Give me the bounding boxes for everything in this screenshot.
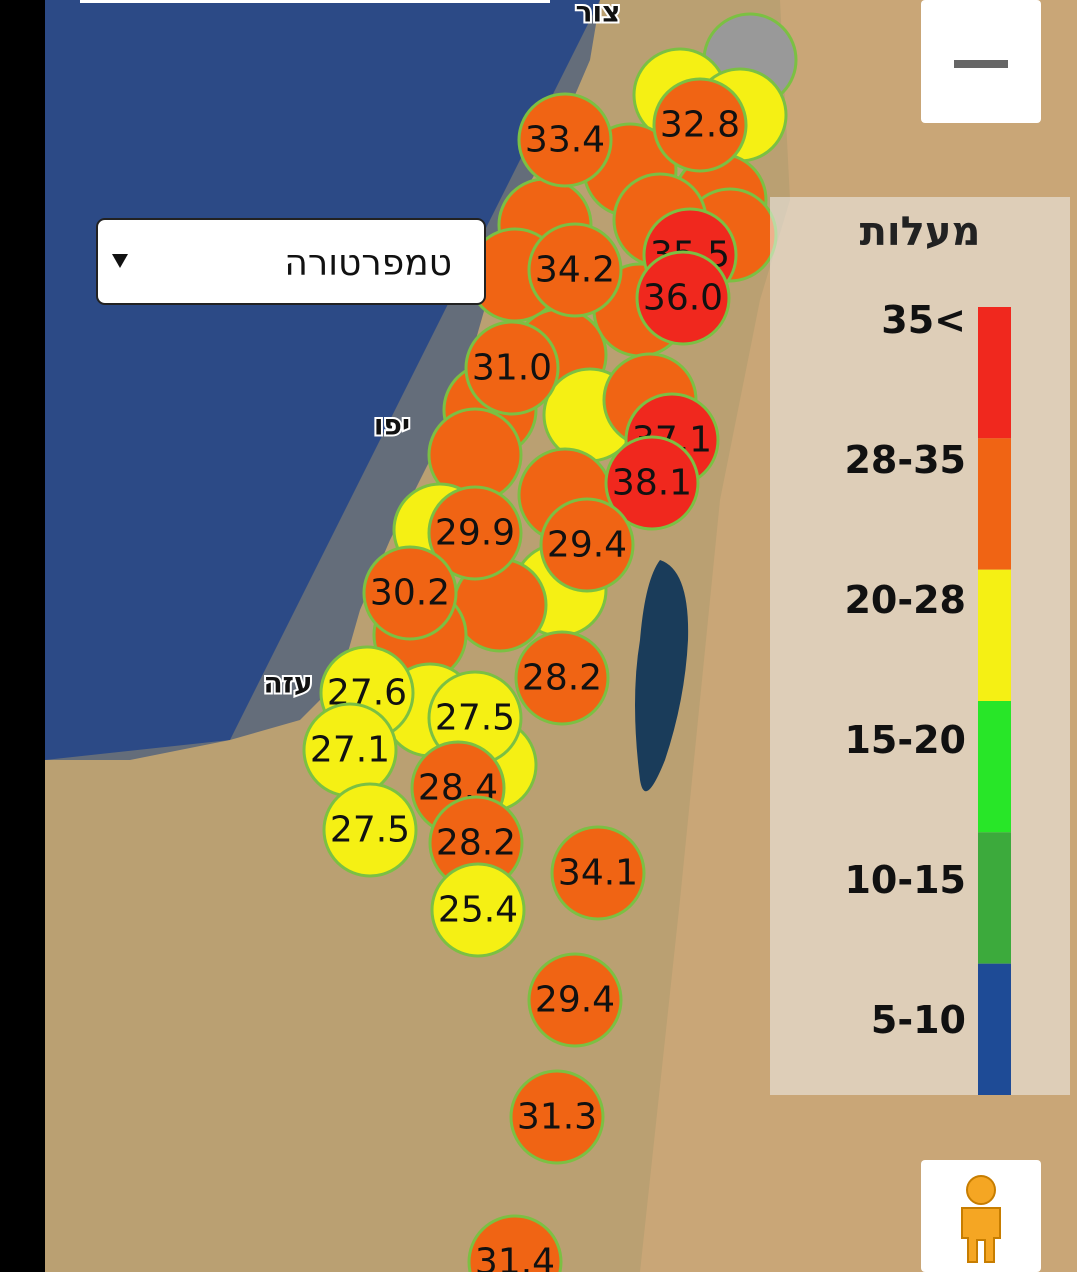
legend-swatch — [978, 438, 1011, 570]
layer-selector[interactable]: טמפרטורה — [96, 218, 486, 305]
station-marker — [362, 545, 458, 641]
station-marker — [514, 630, 610, 726]
station-value: 38.1 — [612, 463, 692, 504]
legend-label: 28-35 — [844, 438, 966, 482]
station-value: 25.4 — [438, 890, 518, 931]
sea — [45, 0, 600, 760]
station-value: 27.1 — [310, 730, 390, 771]
station-marker — [550, 825, 646, 921]
legend-label: 20-28 — [844, 578, 966, 622]
legend-swatch — [978, 701, 1011, 833]
station-value: 28.2 — [436, 823, 516, 864]
legend-swatch — [978, 569, 1011, 701]
station-value: 32.8 — [660, 105, 740, 146]
station-marker — [517, 92, 613, 188]
search-box[interactable] — [80, 0, 550, 3]
station-value: 29.4 — [535, 980, 615, 1021]
station-value: 33.4 — [525, 120, 605, 161]
station-marker — [527, 222, 623, 318]
station-marker — [604, 435, 700, 531]
station-value: 30.2 — [370, 573, 450, 614]
station-marker — [430, 862, 526, 958]
station-value: 34.1 — [558, 853, 638, 894]
station-value: 36.0 — [643, 278, 723, 319]
legend-label: 10-15 — [844, 858, 966, 902]
legend-swatch — [978, 307, 1011, 439]
dead-sea — [635, 560, 689, 792]
station-marker — [652, 77, 748, 173]
place-label: יפו — [374, 409, 410, 442]
station-value: 27.5 — [330, 810, 410, 851]
legend-label: 5-10 — [871, 998, 966, 1042]
station-value: 34.2 — [535, 250, 615, 291]
station-value: 27.5 — [435, 698, 515, 739]
station-marker — [467, 1214, 563, 1272]
station-marker — [322, 782, 418, 878]
station-marker — [527, 952, 623, 1048]
legend-label: 15-20 — [844, 718, 966, 762]
legend-swatch — [978, 963, 1011, 1095]
place-label: עזה — [263, 667, 312, 700]
zoom-control[interactable] — [921, 0, 1041, 123]
station-marker — [635, 250, 731, 346]
street-view-pegman[interactable] — [921, 1160, 1041, 1272]
selector-label[interactable]: טמפרטורה — [284, 243, 452, 284]
station-marker — [464, 320, 560, 416]
station-marker — [427, 485, 523, 581]
legend-label: 35< — [881, 298, 966, 342]
station-marker — [509, 1069, 605, 1165]
station-value: 29.9 — [435, 513, 515, 554]
legend-title: מעלות — [860, 209, 981, 255]
station-value: 31.4 — [475, 1242, 555, 1272]
station-value: 29.4 — [547, 525, 627, 566]
station-value: 31.0 — [472, 348, 552, 389]
station-marker — [539, 497, 635, 593]
legend-swatch — [978, 832, 1011, 964]
station-value: 28.2 — [522, 658, 602, 699]
legend-panel — [770, 197, 1070, 1095]
station-value: 31.3 — [517, 1097, 597, 1138]
place-label: צור — [576, 0, 621, 29]
